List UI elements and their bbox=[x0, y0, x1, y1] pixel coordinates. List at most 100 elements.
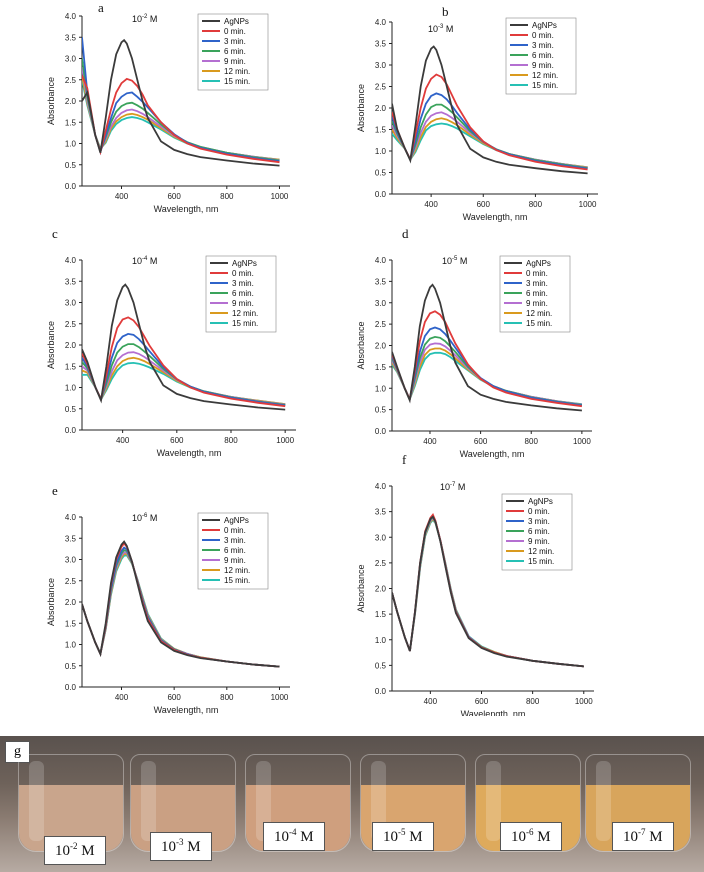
legend-entry: 15 min. bbox=[532, 81, 558, 90]
chart-panel-f: 0.0 0.5 1.0 1.5 2.0 2.5 3.0 3.5 4.0 400 600 800 1000… bbox=[356, 452, 594, 716]
conc-exponent: -5 bbox=[398, 827, 406, 837]
x-tick-label: 400 bbox=[115, 192, 129, 201]
legend-entry: 15 min. bbox=[232, 319, 258, 328]
legend-entry: 0 min. bbox=[224, 27, 246, 36]
legend-entry: 6 min. bbox=[526, 289, 548, 298]
y-axis-label: Absorbance bbox=[356, 84, 366, 132]
x-axis-label: Wavelength, nm bbox=[157, 448, 222, 458]
legend-entry: 6 min. bbox=[224, 47, 246, 56]
concentration-label: 10-5 M bbox=[442, 256, 467, 266]
legend-entry: 3 min. bbox=[232, 279, 254, 288]
conc-unit: M bbox=[645, 829, 663, 845]
legend-entry: 9 min. bbox=[532, 61, 554, 70]
legend-entry: AgNPs bbox=[224, 17, 249, 26]
concentration-label: 10-7 M bbox=[440, 482, 465, 492]
legend-entry: 12 min. bbox=[232, 309, 258, 318]
legend-entry: 6 min. bbox=[532, 51, 554, 60]
conc-base: 10 bbox=[383, 829, 398, 845]
panel-label-d: d bbox=[402, 226, 409, 241]
y-tick-label: 4.0 bbox=[65, 12, 77, 21]
x-tick-label: 800 bbox=[525, 437, 539, 446]
panel-label-c: c bbox=[52, 226, 58, 241]
vial-shine bbox=[596, 761, 611, 841]
x-tick-label: 1000 bbox=[271, 192, 289, 201]
chart-panel-a: 0.0 0.5 1.0 1.5 2.0 2.5 3.0 3.5 4.0 400 600 800 1000… bbox=[46, 0, 290, 214]
legend-entry: 3 min. bbox=[532, 41, 554, 50]
x-tick-label: 800 bbox=[220, 693, 234, 702]
x-tick-label: 800 bbox=[220, 192, 234, 201]
legend-entry: 0 min. bbox=[224, 526, 246, 535]
y-tick-label: 1.0 bbox=[375, 147, 387, 156]
x-tick-label: 800 bbox=[526, 697, 540, 706]
y-tick-label: 2.0 bbox=[65, 341, 77, 350]
y-tick-label: 0.0 bbox=[375, 190, 387, 199]
vial-concentration-label: 10-3 M bbox=[150, 832, 212, 861]
y-tick-label: 3.0 bbox=[375, 61, 387, 70]
vial-concentration-label: 10-2 M bbox=[44, 836, 106, 865]
y-tick-label: 0.0 bbox=[65, 182, 77, 191]
legend-entry: 15 min. bbox=[224, 576, 250, 585]
y-tick-label: 2.0 bbox=[375, 585, 387, 594]
legend-entry: AgNPs bbox=[232, 259, 257, 268]
conc-base: 10 bbox=[274, 829, 289, 845]
x-tick-label: 800 bbox=[529, 200, 543, 209]
conc-exponent: -7 bbox=[638, 827, 646, 837]
legend-entry: 12 min. bbox=[224, 566, 250, 575]
concentration-label: 10-3 M bbox=[428, 24, 453, 34]
x-tick-label: 400 bbox=[423, 437, 437, 446]
y-tick-label: 3.0 bbox=[65, 299, 77, 308]
legend-entry: AgNPs bbox=[224, 516, 249, 525]
legend-entry: 9 min. bbox=[528, 537, 550, 546]
x-tick-label: 400 bbox=[115, 693, 129, 702]
panel-label-b: b bbox=[442, 4, 449, 19]
y-tick-label: 1.5 bbox=[375, 610, 387, 619]
series-line-agnps bbox=[82, 38, 280, 167]
absorbance-figure: 0.0 0.5 1.0 1.5 2.0 2.5 3.0 3.5 4.0 400 600 800 1000… bbox=[46, 0, 598, 716]
conc-unit: M bbox=[405, 829, 423, 845]
legend-entry: 15 min. bbox=[224, 77, 250, 86]
x-tick-label: 600 bbox=[474, 437, 488, 446]
y-tick-label: 4.0 bbox=[375, 18, 387, 27]
y-tick-label: 1.0 bbox=[375, 384, 387, 393]
y-tick-label: 3.5 bbox=[375, 508, 387, 517]
legend-entry: 9 min. bbox=[224, 57, 246, 66]
y-axis-label: Absorbance bbox=[46, 77, 56, 125]
y-tick-label: 0.0 bbox=[65, 426, 77, 435]
y-tick-label: 2.0 bbox=[65, 598, 77, 607]
legend-entry: 0 min. bbox=[526, 269, 548, 278]
vial-shine bbox=[256, 761, 271, 841]
y-tick-label: 1.0 bbox=[375, 636, 387, 645]
vial-concentration-label: 10-5 M bbox=[372, 822, 434, 851]
y-tick-label: 4.0 bbox=[65, 256, 77, 265]
y-tick-label: 3.0 bbox=[375, 299, 387, 308]
legend-entry: 9 min. bbox=[224, 556, 246, 565]
y-axis-label: Absorbance bbox=[356, 564, 366, 612]
x-tick-label: 600 bbox=[477, 200, 491, 209]
concentration-label: 10-6 M bbox=[132, 513, 157, 523]
y-tick-label: 3.5 bbox=[65, 277, 77, 286]
legend-entry: 15 min. bbox=[528, 557, 554, 566]
y-tick-label: 3.5 bbox=[375, 40, 387, 49]
vial-shine bbox=[486, 761, 501, 841]
series-line-agnps bbox=[392, 283, 582, 412]
vial-concentration-label: 10-6 M bbox=[500, 822, 562, 851]
legend-entry: 3 min. bbox=[528, 517, 550, 526]
legend-entry: 9 min. bbox=[526, 299, 548, 308]
y-tick-label: 1.0 bbox=[65, 384, 77, 393]
x-axis-label: Wavelength, nm bbox=[463, 212, 528, 222]
legend-entry: 9 min. bbox=[232, 299, 254, 308]
conc-unit: M bbox=[533, 829, 551, 845]
y-axis-label: Absorbance bbox=[356, 321, 366, 369]
conc-exponent: -4 bbox=[289, 827, 297, 837]
panel-label-e: e bbox=[52, 483, 58, 498]
y-tick-label: 1.5 bbox=[65, 619, 77, 628]
conc-exponent: -2 bbox=[70, 841, 78, 851]
y-tick-label: 3.0 bbox=[65, 556, 77, 565]
y-tick-label: 2.5 bbox=[65, 577, 77, 586]
legend-entry: AgNPs bbox=[532, 21, 557, 30]
